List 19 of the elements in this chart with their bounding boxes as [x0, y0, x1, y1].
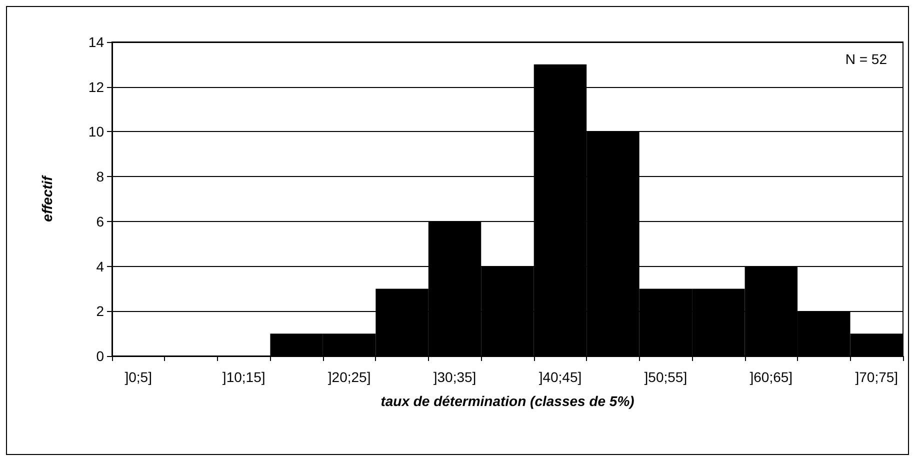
x-tick-label: ]20;25] [328, 369, 371, 385]
x-tick-label: ]50;55] [644, 369, 688, 385]
y-axis-title: effectif [39, 174, 55, 222]
y-tick-label: 14 [88, 34, 104, 50]
x-tick-label: ]10;15] [222, 369, 266, 385]
y-tick-label: 12 [88, 78, 104, 95]
x-tick-label: ]60;65] [750, 369, 793, 385]
y-tick-label: 8 [96, 168, 104, 185]
x-tick-label: ]30;35] [433, 369, 476, 385]
x-axis-title: taux de détermination (classes de 5%) [380, 393, 635, 409]
y-tick-label: 10 [88, 124, 104, 140]
y-tick-label: 0 [96, 348, 104, 364]
y-tick-label: 2 [96, 303, 104, 320]
x-tick-label: ]70;75] [855, 369, 898, 385]
y-tick-label: 6 [96, 213, 104, 230]
x-tick-label: ]40;45] [538, 369, 582, 385]
annotation: N = 52 [845, 51, 888, 67]
x-tick-label: ]0;5] [124, 369, 152, 385]
y-tick-label: 4 [96, 258, 104, 274]
